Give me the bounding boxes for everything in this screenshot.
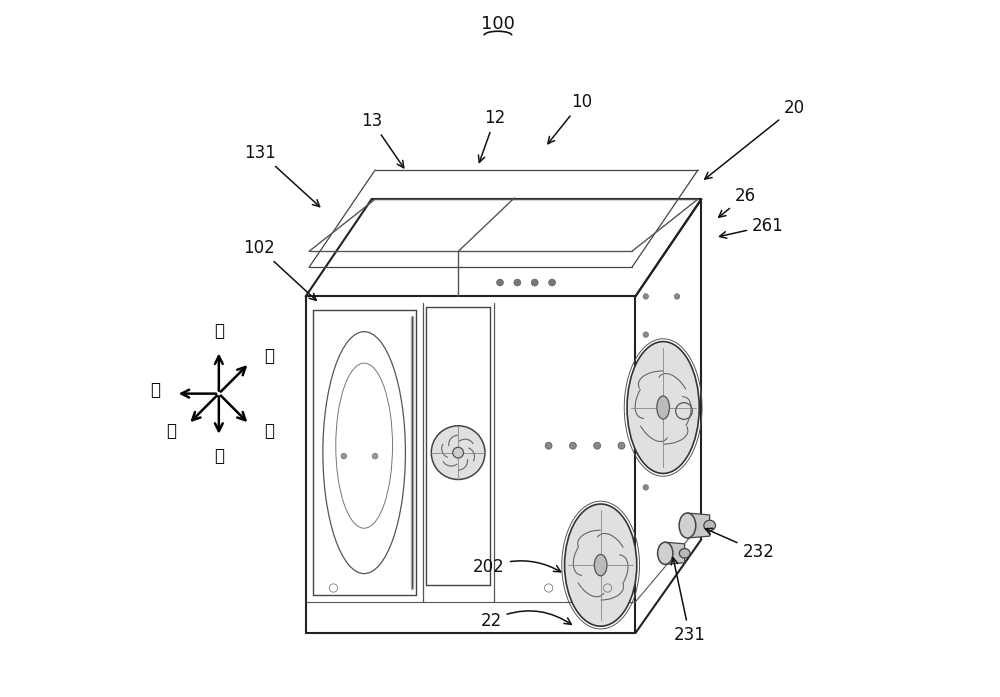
- Ellipse shape: [627, 342, 699, 473]
- Circle shape: [453, 447, 464, 458]
- Ellipse shape: [594, 554, 607, 576]
- Circle shape: [643, 484, 649, 490]
- Circle shape: [594, 442, 601, 449]
- Circle shape: [497, 279, 503, 286]
- Circle shape: [643, 293, 649, 299]
- Text: 100: 100: [481, 15, 515, 33]
- Circle shape: [341, 453, 347, 459]
- Text: 131: 131: [245, 144, 320, 206]
- Text: 12: 12: [478, 109, 506, 162]
- Text: 102: 102: [243, 239, 316, 300]
- Circle shape: [545, 442, 552, 449]
- Text: 下: 下: [214, 447, 224, 465]
- Polygon shape: [687, 513, 710, 538]
- Text: 右: 右: [264, 422, 274, 440]
- Ellipse shape: [679, 513, 696, 538]
- Text: 20: 20: [705, 98, 805, 179]
- Ellipse shape: [565, 504, 637, 626]
- Ellipse shape: [658, 542, 673, 565]
- Circle shape: [514, 279, 521, 286]
- Text: 13: 13: [361, 112, 404, 168]
- Text: 232: 232: [705, 528, 774, 561]
- Circle shape: [569, 442, 576, 449]
- Circle shape: [431, 426, 485, 480]
- Ellipse shape: [657, 396, 669, 419]
- Circle shape: [674, 293, 680, 299]
- Circle shape: [643, 332, 649, 337]
- Circle shape: [618, 442, 625, 449]
- Text: 26: 26: [719, 187, 756, 217]
- Text: 10: 10: [548, 93, 592, 144]
- Text: 左: 左: [166, 422, 176, 440]
- Circle shape: [549, 279, 556, 286]
- Text: 231: 231: [671, 558, 705, 643]
- Text: 202: 202: [473, 558, 561, 576]
- Text: 上: 上: [214, 322, 224, 340]
- Text: 261: 261: [720, 217, 784, 238]
- Polygon shape: [665, 542, 685, 565]
- Text: 22: 22: [480, 611, 571, 629]
- Text: 后: 后: [264, 347, 274, 365]
- Ellipse shape: [704, 520, 715, 531]
- Text: 前: 前: [150, 381, 160, 399]
- Circle shape: [531, 279, 538, 286]
- Ellipse shape: [679, 549, 690, 558]
- Circle shape: [372, 453, 378, 459]
